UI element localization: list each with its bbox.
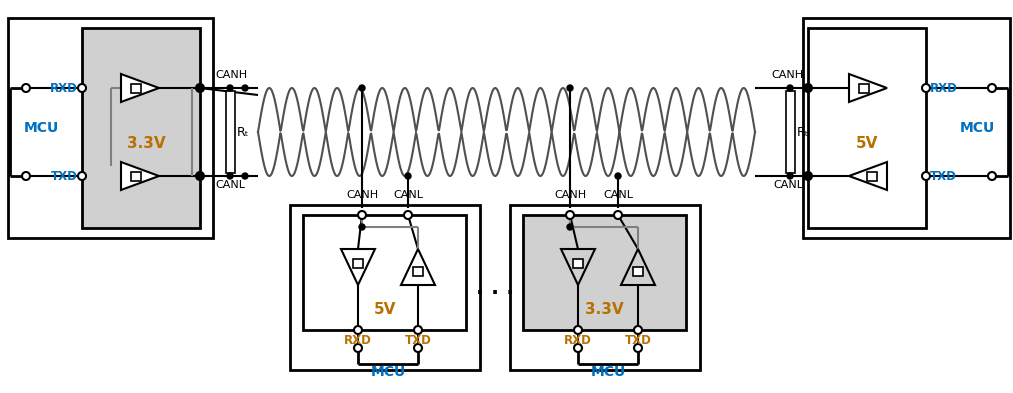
Circle shape	[988, 84, 996, 92]
Circle shape	[804, 172, 812, 180]
Circle shape	[787, 85, 793, 91]
Polygon shape	[341, 249, 375, 285]
Circle shape	[634, 326, 642, 334]
Circle shape	[404, 211, 412, 219]
Text: RXD: RXD	[564, 334, 592, 347]
Circle shape	[196, 172, 204, 180]
Bar	[290, 205, 480, 370]
Text: CANL: CANL	[393, 190, 423, 200]
Circle shape	[414, 344, 422, 352]
Polygon shape	[121, 74, 159, 102]
Circle shape	[227, 173, 233, 179]
Text: CANH: CANH	[771, 70, 803, 80]
Polygon shape	[849, 74, 887, 102]
Circle shape	[358, 211, 366, 219]
Circle shape	[354, 344, 362, 352]
Circle shape	[359, 224, 365, 230]
Text: 5V: 5V	[374, 303, 396, 318]
Bar	[523, 215, 686, 330]
Polygon shape	[121, 162, 159, 190]
Text: MCU: MCU	[371, 365, 405, 379]
Text: CANH: CANH	[554, 190, 587, 200]
Text: 3.3V: 3.3V	[127, 136, 165, 151]
Text: 3.3V: 3.3V	[586, 303, 624, 318]
Text: . . .: . . .	[476, 277, 514, 298]
Circle shape	[196, 84, 204, 92]
Polygon shape	[401, 249, 435, 285]
Circle shape	[78, 84, 86, 92]
Circle shape	[567, 224, 573, 230]
Bar	[131, 171, 141, 180]
Circle shape	[197, 173, 203, 179]
Circle shape	[787, 173, 793, 179]
Text: RXD: RXD	[344, 334, 372, 347]
Bar	[82, 28, 200, 228]
Circle shape	[922, 172, 930, 180]
Bar	[785, 91, 794, 173]
Text: TXD: TXD	[404, 334, 432, 347]
Polygon shape	[621, 249, 655, 285]
Circle shape	[414, 326, 422, 334]
Circle shape	[227, 85, 233, 91]
Bar	[303, 215, 466, 330]
Circle shape	[567, 85, 573, 91]
Text: CANH: CANH	[345, 190, 378, 200]
Polygon shape	[561, 249, 595, 285]
Circle shape	[566, 211, 574, 219]
Circle shape	[634, 344, 642, 352]
Bar	[510, 205, 700, 370]
Text: TXD: TXD	[625, 334, 651, 347]
Text: MCU: MCU	[959, 121, 995, 135]
Circle shape	[574, 326, 582, 334]
Bar	[131, 83, 141, 92]
Bar	[808, 28, 926, 228]
Circle shape	[804, 84, 812, 92]
Circle shape	[574, 344, 582, 352]
Circle shape	[988, 172, 996, 180]
Bar	[859, 83, 869, 92]
Circle shape	[614, 211, 622, 219]
Text: TXD: TXD	[930, 169, 957, 182]
Bar	[226, 91, 234, 173]
Circle shape	[197, 85, 203, 91]
Bar	[8, 18, 213, 238]
Circle shape	[22, 172, 30, 180]
Bar	[633, 266, 643, 275]
Circle shape	[78, 172, 86, 180]
Bar	[353, 259, 363, 268]
Text: MCU: MCU	[23, 121, 59, 135]
Circle shape	[242, 85, 248, 91]
Text: CANL: CANL	[773, 180, 803, 190]
Text: RXD: RXD	[930, 81, 958, 94]
Bar	[803, 18, 1010, 238]
Circle shape	[22, 84, 30, 92]
Bar	[867, 171, 877, 180]
Text: 5V: 5V	[856, 136, 878, 151]
Circle shape	[805, 173, 811, 179]
Text: CANL: CANL	[215, 180, 245, 190]
Circle shape	[242, 173, 248, 179]
Text: TXD: TXD	[51, 169, 78, 182]
Circle shape	[615, 173, 621, 179]
Circle shape	[359, 85, 365, 91]
Circle shape	[405, 173, 411, 179]
Text: Rₜ: Rₜ	[237, 125, 249, 138]
Text: CANH: CANH	[215, 70, 247, 80]
Polygon shape	[849, 162, 887, 190]
Circle shape	[354, 326, 362, 334]
Text: RXD: RXD	[50, 81, 78, 94]
Text: MCU: MCU	[591, 365, 626, 379]
Bar	[413, 266, 423, 275]
Text: CANL: CANL	[603, 190, 633, 200]
Bar	[573, 259, 583, 268]
Circle shape	[805, 85, 811, 91]
Text: Rₜ: Rₜ	[797, 125, 809, 138]
Circle shape	[922, 84, 930, 92]
